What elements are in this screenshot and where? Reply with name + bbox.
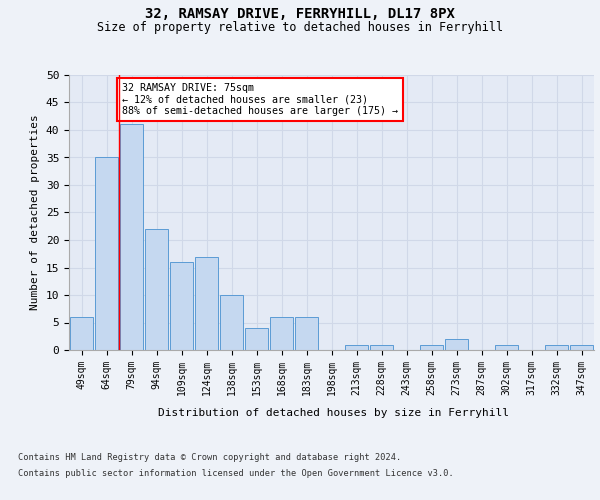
Bar xyxy=(545,344,568,350)
Bar xyxy=(420,344,443,350)
Text: Size of property relative to detached houses in Ferryhill: Size of property relative to detached ho… xyxy=(97,21,503,34)
Bar xyxy=(195,256,218,350)
Text: 32 RAMSAY DRIVE: 75sqm
← 12% of detached houses are smaller (23)
88% of semi-det: 32 RAMSAY DRIVE: 75sqm ← 12% of detached… xyxy=(121,83,398,116)
Bar xyxy=(145,229,168,350)
Bar xyxy=(345,344,368,350)
Bar xyxy=(245,328,268,350)
Text: Distribution of detached houses by size in Ferryhill: Distribution of detached houses by size … xyxy=(158,408,509,418)
Text: 32, RAMSAY DRIVE, FERRYHILL, DL17 8PX: 32, RAMSAY DRIVE, FERRYHILL, DL17 8PX xyxy=(145,8,455,22)
Bar xyxy=(170,262,193,350)
Bar xyxy=(95,158,118,350)
Bar xyxy=(120,124,143,350)
Bar xyxy=(70,317,93,350)
Bar xyxy=(370,344,393,350)
Text: Contains HM Land Registry data © Crown copyright and database right 2024.: Contains HM Land Registry data © Crown c… xyxy=(18,452,401,462)
Bar xyxy=(220,295,243,350)
Bar xyxy=(570,344,593,350)
Bar xyxy=(270,317,293,350)
Bar xyxy=(445,339,468,350)
Text: Contains public sector information licensed under the Open Government Licence v3: Contains public sector information licen… xyxy=(18,469,454,478)
Y-axis label: Number of detached properties: Number of detached properties xyxy=(30,114,40,310)
Bar xyxy=(495,344,518,350)
Bar xyxy=(295,317,318,350)
